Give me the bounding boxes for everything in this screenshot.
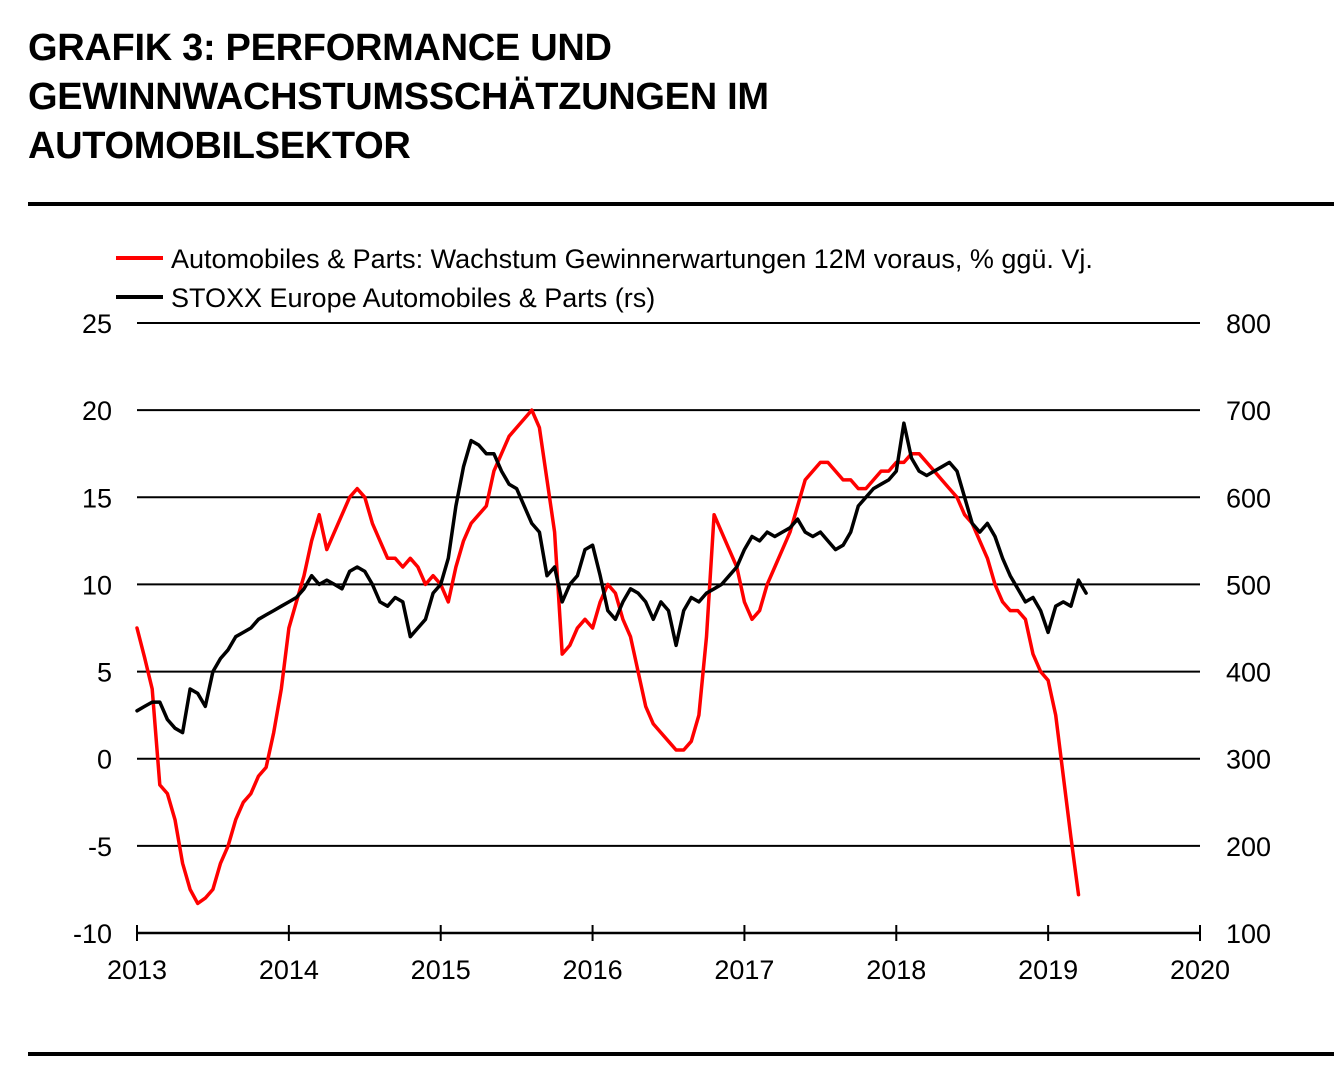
chart-title: GRAFIK 3: PERFORMANCE UND GEWINNWACHSTUM…	[28, 24, 1128, 171]
series-line-earnings-growth	[135, 408, 1081, 906]
y-right-tick-label: 300	[1226, 745, 1271, 775]
y-left-tick-label: 5	[97, 658, 112, 688]
y-right-tick-label: 200	[1226, 832, 1271, 862]
legend-label-black: STOXX Europe Automobiles & Parts (rs)	[171, 283, 655, 313]
y-left-tick-label: 10	[82, 570, 112, 600]
y-right-tick-label: 400	[1226, 658, 1271, 688]
bottom-divider	[28, 1052, 1334, 1056]
top-divider	[28, 202, 1334, 206]
x-tick-label: 2018	[866, 955, 926, 985]
x-axis-ticks: 2013 2014 2015 2016 2017 2018 2019 2020	[107, 925, 1230, 985]
y-left-tick-label: -5	[88, 832, 112, 862]
title-line-2: GEWINNWACHSTUMSSCHÄTZUNGEN IM	[28, 76, 769, 118]
y-left-tick-label: -10	[73, 919, 112, 949]
series-lines	[135, 408, 1088, 906]
x-tick-label: 2013	[107, 955, 167, 985]
x-tick-label: 2019	[1018, 955, 1078, 985]
title-line-1: GRAFIK 3: PERFORMANCE UND	[28, 27, 612, 69]
right-axis-ticks: 800 700 600 500 400 300 200 100	[1226, 309, 1271, 949]
y-left-tick-label: 15	[82, 483, 112, 513]
y-right-tick-label: 800	[1226, 309, 1271, 339]
x-tick-label: 2015	[411, 955, 471, 985]
y-left-tick-label: 20	[82, 396, 112, 426]
y-right-tick-label: 500	[1226, 570, 1271, 600]
y-left-tick-label: 25	[82, 309, 112, 339]
y-right-tick-label: 700	[1226, 396, 1271, 426]
series-line-stoxx-index	[135, 421, 1088, 735]
x-tick-label: 2020	[1170, 955, 1230, 985]
x-tick-label: 2017	[714, 955, 774, 985]
gridlines	[137, 322, 1200, 847]
legend: Automobiles & Parts: Wachstum Gewinnerwa…	[116, 244, 1093, 313]
x-tick-label: 2016	[563, 955, 623, 985]
title-line-3: AUTOMOBILSEKTOR	[28, 125, 411, 167]
y-right-tick-label: 600	[1226, 483, 1271, 513]
left-axis-ticks: 25 20 15 10 5 0 -5 -10	[73, 309, 112, 949]
x-tick-label: 2014	[259, 955, 319, 985]
y-left-tick-label: 0	[97, 745, 112, 775]
legend-label-red: Automobiles & Parts: Wachstum Gewinnerwa…	[171, 244, 1093, 274]
y-right-tick-label: 100	[1226, 919, 1271, 949]
